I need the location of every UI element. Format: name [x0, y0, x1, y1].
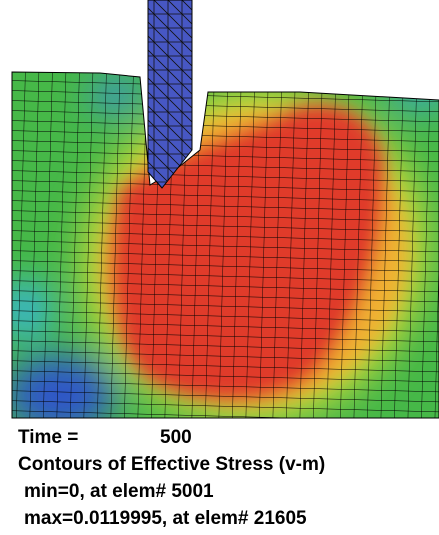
tool	[147, 0, 193, 189]
workpiece-outline	[11, 71, 439, 419]
min-line: min=0, at elem# 5001	[24, 481, 214, 502]
time-label: Time =	[18, 427, 78, 448]
contour-title: Contours of Effective Stress (v-m)	[18, 454, 325, 475]
time-value: 500	[160, 427, 192, 448]
workpiece	[12, 72, 439, 418]
max-line: max=0.0119995, at elem# 21605	[24, 508, 307, 529]
